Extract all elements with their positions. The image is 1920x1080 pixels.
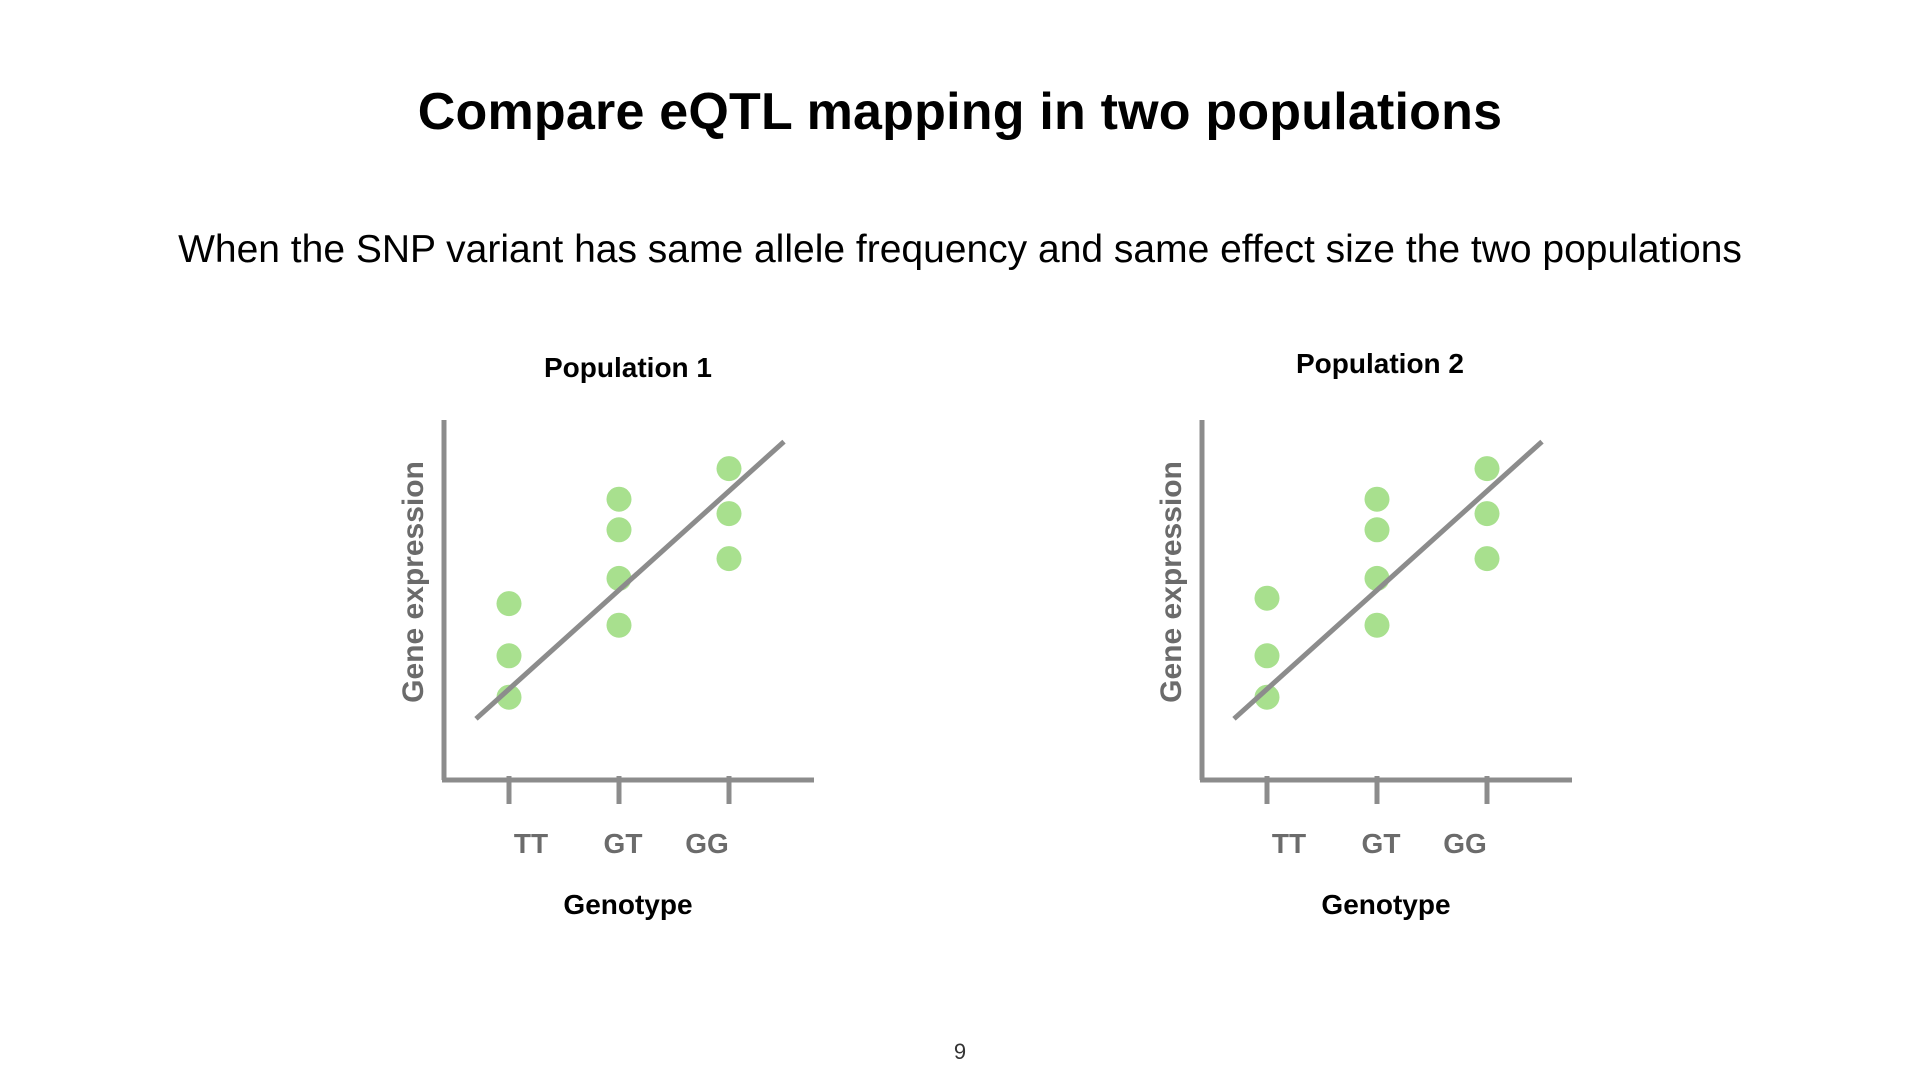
- data-point-gt-5: [606, 517, 632, 543]
- trend-line: [474, 439, 786, 721]
- x-tick-label-gt: GT: [604, 828, 643, 859]
- data-point-tt-2: [496, 643, 522, 669]
- data-point-gt-5: [1364, 517, 1390, 543]
- chart-title: Population 1: [544, 352, 712, 383]
- data-point-gt-4: [606, 486, 632, 512]
- data-point-gt-7: [1364, 612, 1390, 638]
- data-point-tt-1: [1254, 585, 1280, 611]
- data-point-gg-8: [1474, 456, 1500, 482]
- chart-population-1: Population 1 TT GT GG Genotype Gene expressio…: [397, 352, 814, 920]
- chart-title: Population 2: [1296, 348, 1464, 379]
- data-point-gg-10: [716, 546, 742, 572]
- trend-line: [1232, 439, 1544, 721]
- slide-subtitle: When the SNP variant has same allele fre…: [178, 228, 1742, 271]
- data-point-gt-7: [606, 612, 632, 638]
- data-point-gg-10: [1474, 546, 1500, 572]
- x-axis-title: Genotype: [1321, 889, 1450, 920]
- data-point-tt-1: [496, 591, 522, 617]
- data-point-gg-8: [716, 456, 742, 482]
- slide-title: Compare eQTL mapping in two populations: [417, 83, 1503, 141]
- data-point-gg-9: [716, 501, 742, 527]
- x-tick-label-gg: GG: [685, 828, 729, 859]
- data-point-gg-9: [1474, 501, 1500, 527]
- x-axis-title: Genotype: [563, 889, 692, 920]
- data-point-tt-3: [496, 684, 522, 710]
- y-axis-title: Gene expression: [397, 461, 430, 703]
- data-point-tt-2: [1254, 643, 1280, 669]
- data-point-tt-3: [1254, 684, 1280, 710]
- x-tick-label-gt: GT: [1362, 828, 1401, 859]
- y-axis-title: Gene expression: [1155, 461, 1188, 703]
- page-number: 9: [953, 1039, 967, 1064]
- data-point-gt-4: [1364, 486, 1390, 512]
- x-tick-label-tt: TT: [514, 828, 548, 859]
- x-tick-label-tt: TT: [1272, 828, 1306, 859]
- x-tick-label-gg: GG: [1443, 828, 1487, 859]
- chart-population-2: Population 2 TT GT GG Genotype Gene expressio…: [1155, 348, 1572, 920]
